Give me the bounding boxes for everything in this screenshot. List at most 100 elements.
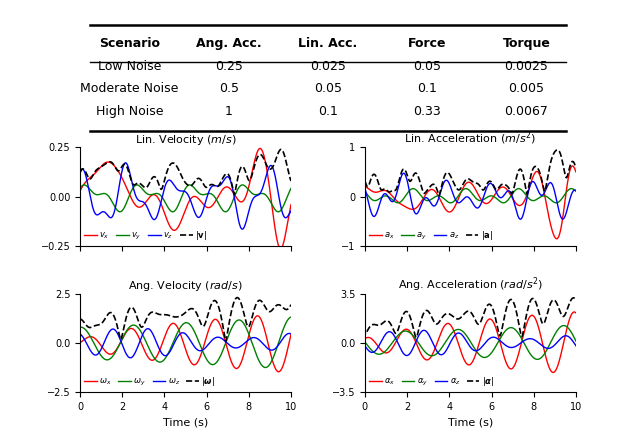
$\alpha_z$ xyxy=(403,353,411,358)
$a_z$ xyxy=(530,179,538,184)
$\alpha_x$ xyxy=(570,310,578,315)
$a_x$ xyxy=(568,164,576,169)
$|\boldsymbol{\alpha}|$ xyxy=(526,300,534,305)
$a_y$ xyxy=(383,193,390,198)
$|\mathbf{v}|$ xyxy=(161,174,169,180)
$v_x$ xyxy=(244,186,252,191)
$|\boldsymbol{\omega}|$ xyxy=(221,335,228,340)
$\omega_y$ xyxy=(161,356,169,361)
$|\mathbf{a}|$ xyxy=(435,193,443,198)
$|\mathbf{v}|$ xyxy=(241,167,248,172)
$|\mathbf{v}|$ xyxy=(230,192,238,197)
Line: $a_z$: $a_z$ xyxy=(365,173,576,219)
Line: $v_z$: $v_z$ xyxy=(80,163,291,229)
$\alpha_x$ xyxy=(506,366,514,371)
$a_x$ xyxy=(529,174,537,179)
$v_z$ xyxy=(245,208,253,214)
$v_z$ xyxy=(76,169,84,174)
$a_y$ xyxy=(572,189,580,194)
$|\boldsymbol{\omega}|$ xyxy=(76,316,84,321)
$v_z$ xyxy=(239,227,246,232)
$|\mathbf{a}|$ xyxy=(383,187,390,192)
Legend: $\alpha_x$, $\alpha_y$, $\alpha_z$, $|\boldsymbol{\alpha}|$: $\alpha_x$, $\alpha_y$, $\alpha_z$, $|\b… xyxy=(369,375,494,388)
$|\boldsymbol{\omega}|$ xyxy=(98,321,106,326)
$\alpha_y$ xyxy=(454,327,461,332)
$|\boldsymbol{\alpha}|$ xyxy=(506,297,514,303)
$\omega_y$ xyxy=(287,314,295,320)
$|\boldsymbol{\omega}|$ xyxy=(169,314,177,319)
$\alpha_y$ xyxy=(572,338,580,344)
$\alpha_x$ xyxy=(447,322,454,327)
$\omega_y$ xyxy=(98,354,106,359)
$|\boldsymbol{\omega}|$ xyxy=(287,302,295,307)
$a_y$ xyxy=(526,197,534,202)
$v_x$ xyxy=(98,164,106,169)
Legend: $\omega_x$, $\omega_y$, $\omega_z$, $|\boldsymbol{\omega}|$: $\omega_x$, $\omega_y$, $\omega_z$, $|\b… xyxy=(84,375,215,388)
$a_x$ xyxy=(506,191,514,196)
$v_y$ xyxy=(170,209,177,215)
$\alpha_z$ xyxy=(526,336,534,341)
$\omega_y$ xyxy=(262,365,269,370)
Line: $|\mathbf{v}|$: $|\mathbf{v}|$ xyxy=(80,150,291,194)
$a_z$ xyxy=(400,170,408,176)
$\omega_y$ xyxy=(244,330,252,336)
$v_z$ xyxy=(170,181,177,187)
$v_z$ xyxy=(98,210,106,215)
$v_z$ xyxy=(241,222,249,228)
$\omega_x$ xyxy=(253,313,261,318)
$|\mathbf{v}|$ xyxy=(277,147,285,152)
$\omega_z$ xyxy=(241,340,249,345)
$\omega_x$ xyxy=(98,344,106,349)
$v_y$ xyxy=(162,201,170,206)
$|\mathbf{v}|$ xyxy=(287,178,295,184)
$\alpha_z$ xyxy=(383,330,390,336)
$|\mathbf{a}|$ xyxy=(506,188,514,193)
$v_x$ xyxy=(256,146,264,151)
Title: Lin. Velocity ($m/s$): Lin. Velocity ($m/s$) xyxy=(135,133,236,147)
$\alpha_x$ xyxy=(529,313,537,318)
$\alpha_y$ xyxy=(534,357,541,362)
Line: $|\boldsymbol{\alpha}|$: $|\boldsymbol{\alpha}|$ xyxy=(365,298,576,337)
$|\mathbf{a}|$ xyxy=(447,173,454,178)
$v_x$ xyxy=(241,196,248,201)
$a_x$ xyxy=(553,236,561,242)
$\omega_x$ xyxy=(221,337,228,343)
X-axis label: Time (s): Time (s) xyxy=(448,418,493,428)
Line: $\alpha_x$: $\alpha_x$ xyxy=(365,312,576,372)
$a_y$ xyxy=(409,186,417,191)
$|\boldsymbol{\alpha}|$ xyxy=(383,318,390,324)
$\omega_z$ xyxy=(98,346,106,351)
$\omega_y$ xyxy=(169,341,177,346)
$\alpha_z$ xyxy=(454,330,462,336)
$v_y$ xyxy=(76,186,84,191)
$v_x$ xyxy=(76,188,84,194)
$v_x$ xyxy=(221,185,228,190)
$\alpha_z$ xyxy=(572,343,580,348)
$|\boldsymbol{\omega}|$ xyxy=(245,324,253,329)
$a_z$ xyxy=(454,200,462,205)
$a_y$ xyxy=(506,194,514,200)
$a_z$ xyxy=(572,188,580,193)
$v_z$ xyxy=(122,160,129,165)
$|\boldsymbol{\omega}|$ xyxy=(222,339,230,344)
$\alpha_z$ xyxy=(506,345,514,350)
$|\mathbf{a}|$ xyxy=(454,187,462,192)
$\omega_x$ xyxy=(169,321,177,326)
$|\boldsymbol{\omega}|$ xyxy=(161,312,169,317)
$\alpha_z$ xyxy=(361,344,369,349)
$v_y$ xyxy=(239,182,246,187)
$a_z$ xyxy=(516,217,524,222)
$|\mathbf{v}|$ xyxy=(244,177,252,183)
$\alpha_y$ xyxy=(447,332,454,337)
$|\mathbf{a}|$ xyxy=(526,178,534,183)
$v_x$ xyxy=(161,213,169,218)
$\omega_z$ xyxy=(127,355,134,361)
$\alpha_y$ xyxy=(529,355,537,360)
$\omega_z$ xyxy=(144,326,152,331)
Line: $\alpha_y$: $\alpha_y$ xyxy=(365,326,576,359)
$\omega_x$ xyxy=(161,332,169,337)
$\alpha_y$ xyxy=(560,323,568,328)
$v_z$ xyxy=(287,208,295,214)
$|\mathbf{a}|$ xyxy=(554,147,561,153)
$a_z$ xyxy=(383,192,390,197)
